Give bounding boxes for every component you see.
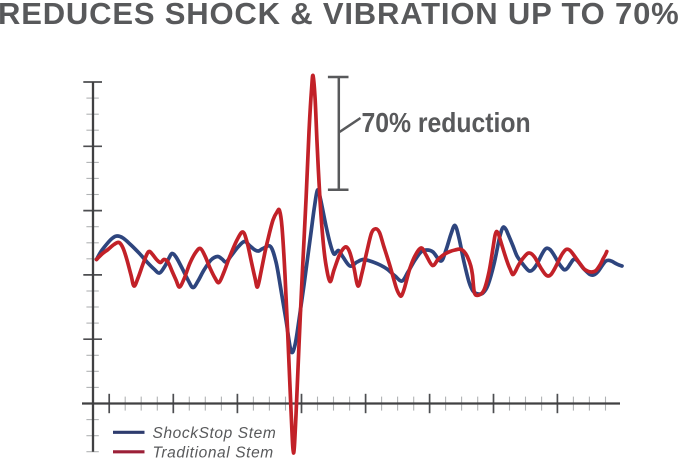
svg-text:ShockStop Stem: ShockStop Stem: [153, 425, 277, 442]
svg-text:70% reduction: 70% reduction: [362, 107, 531, 139]
svg-text:Traditional Stem: Traditional Stem: [153, 444, 274, 459]
